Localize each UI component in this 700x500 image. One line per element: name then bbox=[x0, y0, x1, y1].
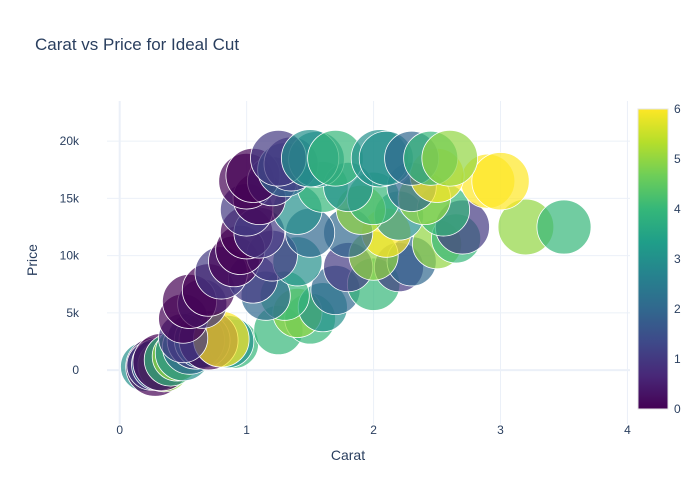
colorbar-tick-label: 3 bbox=[674, 252, 681, 266]
scatter-point[interactable] bbox=[536, 199, 592, 255]
scatter-point[interactable] bbox=[471, 152, 530, 211]
y-tick-label: 15k bbox=[60, 191, 80, 205]
x-tick-label: 0 bbox=[116, 423, 123, 437]
y-tick-label: 0 bbox=[72, 363, 79, 377]
x-tick-label: 3 bbox=[497, 423, 504, 437]
x-tick-label: 2 bbox=[370, 423, 377, 437]
colorbar-ticks: 0 1 2 3 4 5 6 bbox=[674, 102, 681, 416]
chart-title: Carat vs Price for Ideal Cut bbox=[35, 35, 239, 54]
scatter-plot-area[interactable] bbox=[120, 129, 592, 397]
y-axis-title: Price bbox=[24, 244, 40, 276]
colorbar-tick-label: 2 bbox=[674, 302, 681, 316]
x-tick-label: 1 bbox=[243, 423, 250, 437]
colorbar-tick-label: 6 bbox=[674, 102, 681, 116]
colorbar-gradient bbox=[637, 108, 669, 410]
y-tick-label: 10k bbox=[60, 249, 80, 263]
colorbar: 0 1 2 3 4 5 6 bbox=[637, 102, 681, 416]
x-tick-label: 4 bbox=[624, 423, 631, 437]
colorbar-tick-label: 4 bbox=[674, 202, 681, 216]
colorbar-tick-label: 5 bbox=[674, 152, 681, 166]
x-axis-title: Carat bbox=[331, 447, 365, 463]
y-tick-label: 20k bbox=[60, 134, 80, 148]
y-tick-label: 5k bbox=[66, 306, 80, 320]
scatter-point[interactable] bbox=[421, 129, 479, 187]
colorbar-tick-label: 0 bbox=[674, 402, 681, 416]
axis-ticks: 0 1 2 3 4 0 5k 10k 15k 20k bbox=[60, 134, 631, 437]
colorbar-tick-label: 1 bbox=[674, 352, 681, 366]
